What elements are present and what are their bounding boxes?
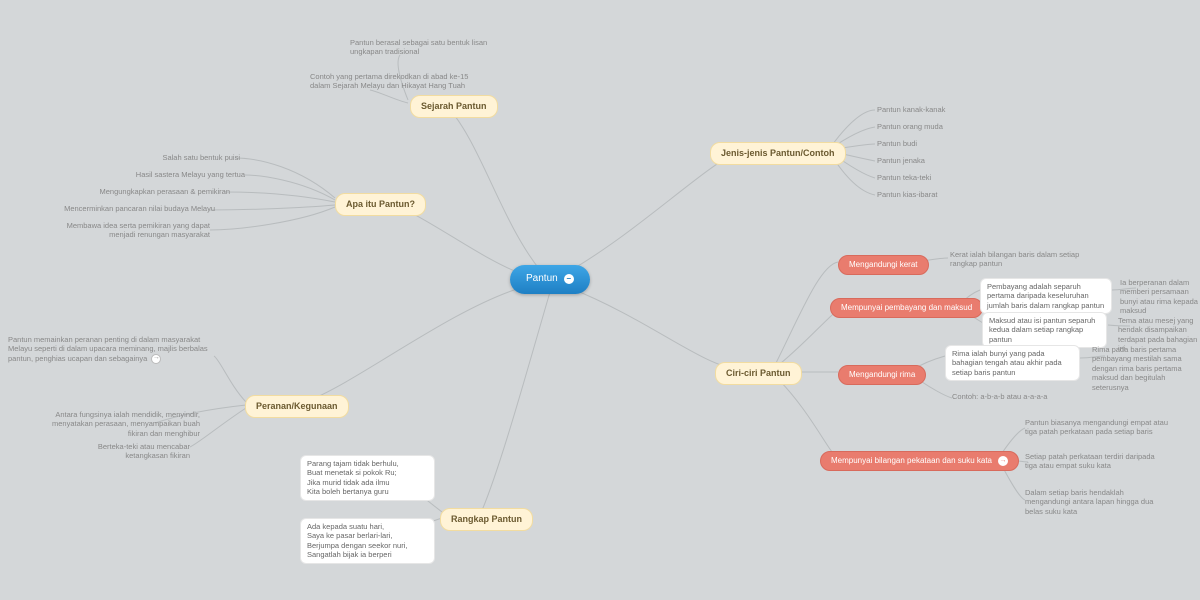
- ciri-kerat-label: Mengandungi kerat: [849, 260, 918, 269]
- branch-peranan[interactable]: Peranan/Kegunaan: [245, 395, 349, 418]
- branch-apa[interactable]: Apa itu Pantun?: [335, 193, 426, 216]
- apa-item-1[interactable]: Hasil sastera Melayu yang tertua: [125, 170, 245, 179]
- jenis-item-5[interactable]: Pantun kias-ibarat: [877, 190, 937, 199]
- expand-icon[interactable]: →: [998, 456, 1008, 466]
- ciri-rima-label: Mengandungi rima: [849, 370, 915, 379]
- ciri-pembayang[interactable]: Mempunyai pembayang dan maksud: [830, 298, 983, 318]
- jenis-item-2[interactable]: Pantun budi: [877, 139, 917, 148]
- apa-item-4[interactable]: Membawa idea serta pemikiran yang dapat …: [45, 221, 210, 240]
- ciri-pembayang-note1[interactable]: Ia berperanan dalam memberi persamaan bu…: [1120, 278, 1198, 316]
- collapse-icon[interactable]: −: [564, 274, 574, 284]
- expand-icon[interactable]: →: [151, 354, 161, 364]
- rangkap-item-0[interactable]: Parang tajam tidak berhulu, Buat menetak…: [300, 455, 435, 501]
- ciri-kerat-note[interactable]: Kerat ialah bilangan baris dalam setiap …: [950, 250, 1080, 269]
- ciri-rima-note1[interactable]: Rima pada baris pertama pembayang mestil…: [1092, 345, 1197, 392]
- ciri-rima-box1[interactable]: Rima ialah bunyi yang pada bahagian teng…: [945, 345, 1080, 381]
- ciri-rima-note2[interactable]: Contoh: a-b-a-b atau a-a-a-a: [952, 392, 1092, 401]
- jenis-item-4[interactable]: Pantun teka-teki: [877, 173, 931, 182]
- peranan-intro-text: Pantun memainkan peranan penting di dala…: [8, 335, 208, 363]
- jenis-item-3[interactable]: Pantun jenaka: [877, 156, 925, 165]
- apa-item-3[interactable]: Mencerminkan pancaran nilai budaya Melay…: [60, 204, 215, 213]
- apa-item-2[interactable]: Mengungkapkan perasaan & pemikiran: [95, 187, 230, 196]
- branch-sejarah-label: Sejarah Pantun: [421, 101, 487, 111]
- ciri-pembayang-box2[interactable]: Maksud atau isi pantun separuh kedua dal…: [982, 312, 1107, 348]
- ciri-rima[interactable]: Mengandungi rima: [838, 365, 926, 385]
- mindmap-canvas: Pantun − Sejarah Pantun Pantun berasal s…: [0, 0, 1200, 600]
- apa-item-0[interactable]: Salah satu bentuk puisi: [140, 153, 240, 162]
- ciri-pembayang-box1[interactable]: Pembayang adalah separuh pertama daripad…: [980, 278, 1112, 314]
- ciri-pembayang-label: Mempunyai pembayang dan maksud: [841, 303, 972, 312]
- jenis-item-1[interactable]: Pantun orang muda: [877, 122, 943, 131]
- branch-ciri[interactable]: Ciri-ciri Pantun: [715, 362, 802, 385]
- central-topic[interactable]: Pantun −: [510, 265, 590, 294]
- sejarah-item-0[interactable]: Pantun berasal sebagai satu bentuk lisan…: [350, 38, 490, 57]
- rangkap-item-1[interactable]: Ada kepada suatu hari, Saya ke pasar ber…: [300, 518, 435, 564]
- peranan-item-1[interactable]: Berteka-teki atau mencabar ketangkasan f…: [80, 442, 190, 461]
- jenis-item-0[interactable]: Pantun kanak-kanak: [877, 105, 945, 114]
- ciri-bilangan-1[interactable]: Setiap patah perkataan terdiri daripada …: [1025, 452, 1155, 471]
- ciri-bilangan-2[interactable]: Dalam setiap baris hendaklah mengandungi…: [1025, 488, 1170, 516]
- branch-rangkap[interactable]: Rangkap Pantun: [440, 508, 533, 531]
- ciri-kerat[interactable]: Mengandungi kerat: [838, 255, 929, 275]
- central-label: Pantun: [526, 273, 558, 286]
- sejarah-item-1[interactable]: Contoh yang pertama direkodkan di abad k…: [310, 72, 480, 91]
- peranan-item-0[interactable]: Antara fungsinya ialah mendidik, menyind…: [35, 410, 200, 438]
- branch-peranan-label: Peranan/Kegunaan: [256, 401, 338, 411]
- ciri-bilangan[interactable]: Mempunyai bilangan pekataan dan suku kat…: [820, 451, 1019, 471]
- branch-jenis-label: Jenis-jenis Pantun/Contoh: [721, 148, 835, 158]
- ciri-bilangan-0[interactable]: Pantun biasanya mengandungi empat atau t…: [1025, 418, 1170, 437]
- branch-jenis[interactable]: Jenis-jenis Pantun/Contoh: [710, 142, 846, 165]
- branch-rangkap-label: Rangkap Pantun: [451, 514, 522, 524]
- branch-ciri-label: Ciri-ciri Pantun: [726, 368, 791, 378]
- branch-sejarah[interactable]: Sejarah Pantun: [410, 95, 498, 118]
- ciri-bilangan-label: Mempunyai bilangan pekataan dan suku kat…: [831, 456, 992, 466]
- peranan-intro[interactable]: Pantun memainkan peranan penting di dala…: [8, 335, 208, 364]
- branch-apa-label: Apa itu Pantun?: [346, 199, 415, 209]
